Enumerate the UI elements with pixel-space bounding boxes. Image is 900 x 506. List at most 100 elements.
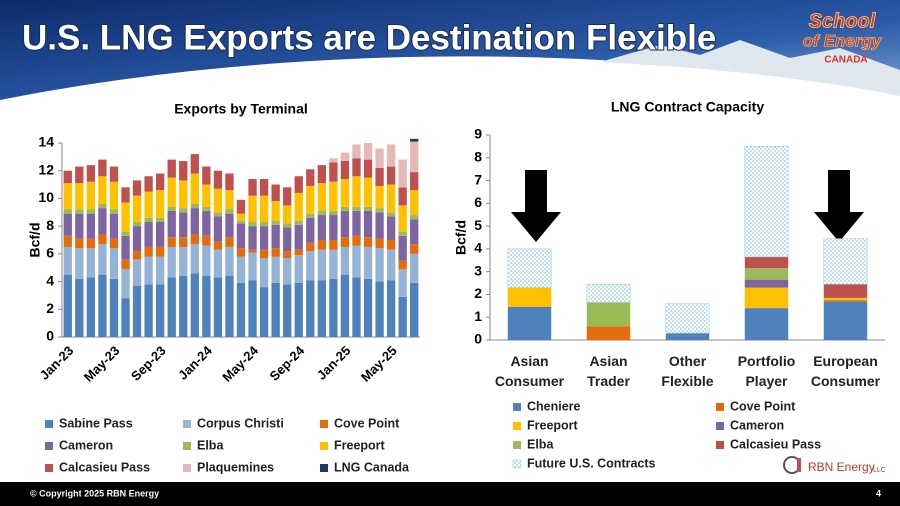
legend-swatch (183, 464, 191, 472)
bar-segment (179, 237, 188, 247)
bar-segment (63, 183, 72, 210)
bar-segment (294, 176, 303, 193)
bar-segment (225, 276, 234, 337)
bar-segment (294, 220, 303, 225)
bar-segment (213, 249, 223, 278)
bar-segment (665, 303, 710, 334)
bar-segment (329, 181, 338, 211)
bar-segment (248, 221, 257, 227)
bar-segment (306, 217, 315, 243)
bar-segment (121, 298, 130, 337)
bar-segment (86, 248, 96, 278)
copyright: © Copyright 2025 RBN Energy (30, 488, 159, 498)
bar-segment (190, 234, 199, 245)
bar-segment (398, 235, 407, 261)
bar-segment (744, 308, 789, 340)
bar-segment (213, 216, 223, 242)
bar-segment (375, 281, 384, 337)
bar-segment (225, 190, 234, 210)
bar-segment (144, 256, 153, 285)
legend-label: Calcasieu Pass (730, 437, 821, 451)
bar-segment (156, 256, 165, 285)
bar-segment (98, 244, 107, 275)
bar-segment (340, 210, 350, 238)
bar-segment (665, 333, 710, 340)
bar-segment (398, 296, 407, 337)
bar-segment (823, 301, 868, 340)
bar-segment (398, 260, 407, 270)
y-tick-label: 5 (474, 217, 482, 233)
bar-segment (132, 226, 142, 252)
y-tick-label: 8 (474, 148, 482, 164)
bar-segment (329, 158, 338, 163)
bar-segment (248, 280, 257, 337)
bar-segment (190, 208, 199, 235)
bar-segment (398, 231, 407, 236)
bar-segment (375, 185, 384, 209)
legend-label: Corpus Christi (197, 416, 284, 430)
bar-segment (248, 226, 257, 250)
x-tick-label: May-23 (81, 343, 123, 385)
bar-segment (363, 143, 373, 160)
bar-segment (156, 217, 165, 222)
bar-segment (586, 326, 631, 340)
bar-segment (144, 246, 153, 257)
bar-segment (167, 177, 176, 207)
bar-segment (225, 246, 234, 277)
bar-segment (236, 256, 246, 283)
legend-swatch (513, 422, 521, 430)
bar-segment (271, 224, 280, 249)
bar-segment (363, 206, 373, 211)
bar-segment (179, 212, 188, 238)
bar-segment (329, 210, 338, 216)
bar-segment (259, 226, 269, 250)
x-tick-label: Jan-23 (37, 343, 77, 383)
legend-swatch (45, 464, 53, 472)
bar-segment (98, 208, 107, 235)
bar-segment (375, 208, 384, 213)
bar-segment (352, 144, 361, 159)
bar-segment (823, 238, 868, 285)
bar-segment (271, 201, 280, 221)
bar-segment (317, 183, 326, 211)
bar-segment (271, 282, 280, 337)
bar-segment (167, 246, 176, 278)
legend-label: Cameron (59, 438, 113, 452)
brand-name: RBN Energy (808, 460, 875, 474)
bar-segment (294, 249, 303, 256)
arrow (511, 170, 561, 242)
bar-segment (386, 216, 396, 240)
bar-segment (167, 277, 176, 337)
x-tick-label: Other Flexible (661, 353, 714, 389)
bar-segment (507, 306, 552, 340)
y-tick-label: 4 (474, 240, 482, 256)
bar-segment (271, 256, 280, 283)
legend-swatch (716, 441, 724, 449)
bar-segment (98, 159, 107, 177)
legend-swatch (45, 442, 53, 450)
bar-segment (236, 213, 246, 221)
logo-text: School (809, 10, 876, 32)
bar-segment (507, 248, 552, 288)
bar-segment (109, 278, 119, 337)
bar-segment (329, 240, 338, 250)
bar-segment (75, 209, 84, 214)
brand-suffix: LLC (873, 467, 886, 474)
bar-segment (156, 190, 165, 218)
bar-segment (823, 297, 868, 301)
y-tick-label: 10 (38, 189, 54, 205)
bar-segment (507, 287, 552, 307)
bar-segment (109, 166, 119, 182)
y-tick-label: 8 (46, 217, 54, 233)
page-number: 4 (876, 488, 881, 498)
bar-segment (179, 180, 188, 209)
bar-segment (132, 221, 142, 227)
bar-segment (98, 176, 107, 204)
footer (0, 482, 900, 506)
bar-segment (386, 240, 396, 250)
bar-segment (375, 148, 384, 168)
bar-segment (190, 154, 199, 174)
bar-segment (340, 274, 350, 337)
bar-segment (283, 223, 292, 228)
legend-label: Cameron (730, 418, 784, 432)
